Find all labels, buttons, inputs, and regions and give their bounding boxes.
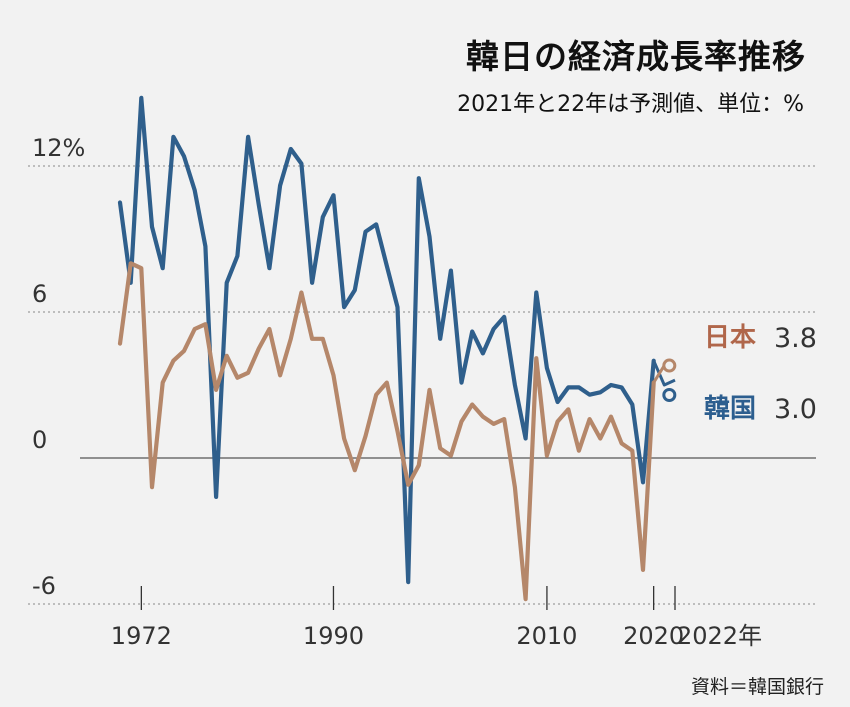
series-line-japan xyxy=(117,261,656,602)
japan-end-name: 日本 xyxy=(704,323,756,353)
x-tick-label: 1972 xyxy=(111,622,172,650)
chart-title: 韓日の経済成長率推移 xyxy=(466,37,806,76)
x-tick-label: 1990 xyxy=(303,622,364,650)
series-line-korea xyxy=(117,95,656,585)
forecast-line-korea xyxy=(652,360,676,387)
y-tick-label: -6 xyxy=(32,572,56,600)
y-tick-label: 12% xyxy=(32,134,85,162)
korea-end-name: 韓国 xyxy=(704,394,756,424)
korea-end-value: 3.0 xyxy=(774,394,817,425)
source-note: 資料＝韓国銀行 xyxy=(690,676,824,698)
x-tick-label: 2020 xyxy=(623,622,684,650)
y-tick-label: 6 xyxy=(32,280,47,308)
x-tick-label: 2022年 xyxy=(677,622,762,650)
forecast-point-japan xyxy=(662,358,677,373)
x-tick-label: 2010 xyxy=(516,622,577,650)
japan-end-value: 3.8 xyxy=(774,323,817,354)
forecast-point-korea xyxy=(662,388,677,402)
chart-subtitle: 2021年と22年は予測値、単位：% xyxy=(457,92,804,117)
y-tick-label: 0 xyxy=(32,426,47,454)
